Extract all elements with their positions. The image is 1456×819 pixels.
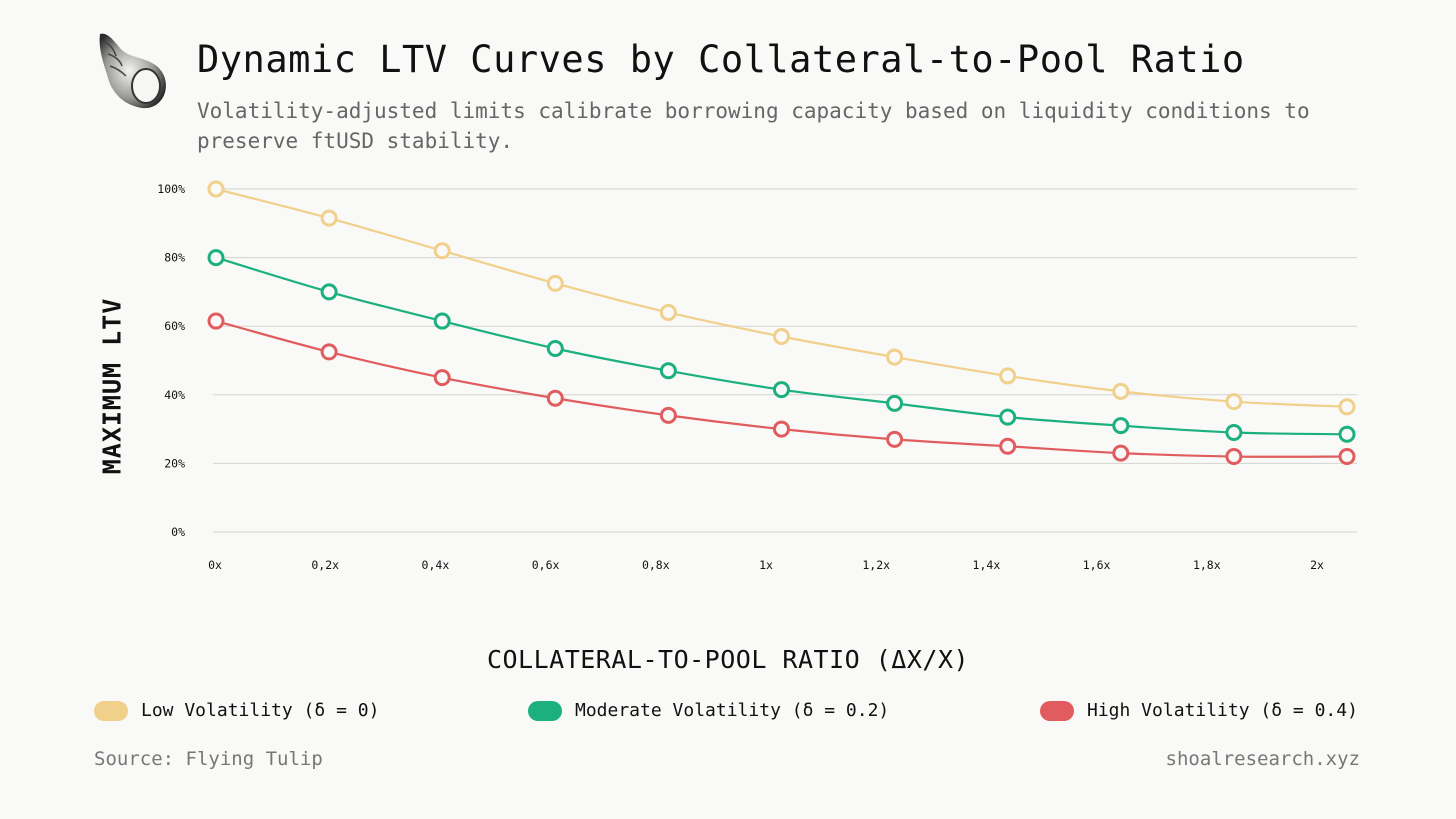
data-point-low xyxy=(546,274,564,292)
y-tick-label: 20% xyxy=(164,456,185,470)
legend: Low Volatility (δ = 0) Moderate Volatili… xyxy=(0,700,1456,726)
source-note: Source: Flying Tulip xyxy=(94,748,323,770)
series-line-low xyxy=(215,187,1348,408)
y-tick-label: 80% xyxy=(164,251,185,265)
x-tick-label: 0,2x xyxy=(311,558,339,572)
legend-label-low: Low Volatility (δ = 0) xyxy=(141,700,380,721)
data-point-moderate xyxy=(1338,425,1356,443)
data-point-high xyxy=(207,312,225,330)
series-points xyxy=(207,180,1356,466)
data-point-moderate xyxy=(320,283,338,301)
data-point-moderate xyxy=(773,381,790,399)
data-point-high xyxy=(773,420,790,438)
data-point-low xyxy=(1338,398,1356,416)
data-point-low xyxy=(886,348,904,366)
x-tick-label: 0,4x xyxy=(422,558,450,572)
series-lines xyxy=(215,187,1348,458)
y-tick-label: 60% xyxy=(164,319,185,333)
data-point-moderate xyxy=(546,339,564,357)
legend-item-moderate: Moderate Volatility (δ = 0.2) xyxy=(528,700,889,721)
data-point-high xyxy=(1225,448,1243,466)
data-point-moderate xyxy=(659,362,677,380)
data-point-moderate xyxy=(999,408,1017,426)
y-tick-label: 0% xyxy=(171,525,185,539)
chart-subtitle: Volatility-adjusted limits calibrate bor… xyxy=(197,99,1310,153)
x-tick-label: 1,6x xyxy=(1083,558,1111,572)
data-point-low xyxy=(659,303,677,321)
legend-swatch-low xyxy=(94,700,128,721)
data-point-low xyxy=(433,242,451,260)
data-point-high xyxy=(546,389,564,407)
data-point-low xyxy=(999,367,1017,385)
data-point-moderate xyxy=(886,394,904,412)
legend-item-high: High Volatility (δ = 0.4) xyxy=(1040,700,1358,721)
x-tick-label: 0x xyxy=(208,558,222,572)
x-tick-label: 1x xyxy=(759,558,773,572)
x-tick-label: 0,6x xyxy=(532,558,560,572)
data-point-moderate xyxy=(1225,424,1243,442)
data-point-low xyxy=(1225,393,1243,411)
legend-swatch-moderate xyxy=(528,700,562,721)
chart-title: Dynamic LTV Curves by Collateral-to-Pool… xyxy=(197,38,1245,81)
data-point-high xyxy=(1338,448,1356,466)
data-point-high xyxy=(1112,444,1130,462)
grid-lines xyxy=(213,188,1357,533)
data-point-moderate xyxy=(433,312,451,330)
legend-swatch-high xyxy=(1040,700,1074,721)
data-point-moderate xyxy=(1112,417,1130,435)
data-point-moderate xyxy=(207,249,225,267)
data-point-low xyxy=(320,209,338,227)
x-tick-label: 2x xyxy=(1310,558,1324,572)
data-point-high xyxy=(886,430,904,448)
x-tick-label: 1,4x xyxy=(973,558,1001,572)
y-tick-label: 100% xyxy=(157,182,185,196)
data-point-low xyxy=(773,327,790,345)
x-axis-ticks: 0x 0,2x 0,4x 0,6x 0,8x 1x 1,2x 1,4x 1,6x 1,8x 2x xyxy=(208,558,1324,572)
x-tick-label: 0,8x xyxy=(642,558,670,572)
legend-item-low: Low Volatility (δ = 0) xyxy=(94,700,379,721)
y-tick-label: 40% xyxy=(164,388,185,402)
x-tick-label: 1,2x xyxy=(862,558,890,572)
data-point-high xyxy=(659,406,677,424)
y-axis-title: MAXIMUM LTV xyxy=(97,297,127,475)
legend-label-moderate: Moderate Volatility (δ = 0.2) xyxy=(575,700,890,721)
y-axis-ticks: 0% 20% 40% 60% 80% 100% xyxy=(157,182,185,539)
data-point-high xyxy=(320,343,338,361)
legend-label-high: High Volatility (δ = 0.4) xyxy=(1087,700,1358,721)
data-point-low xyxy=(207,180,225,198)
site-url: shoalresearch.xyz xyxy=(1165,748,1360,770)
data-point-high xyxy=(433,369,451,387)
seashell-icon xyxy=(99,33,166,109)
x-axis-title: COLLATERAL-TO-POOL RATIO (ΔX/X) xyxy=(486,645,970,674)
data-point-low xyxy=(1112,382,1130,400)
series-line-moderate xyxy=(215,256,1348,436)
line-chart: 0% 20% 40% 60% 80% 100% 0x 0,2x 0,4x 0,6x 0,8x 1x 1… xyxy=(157,180,1357,572)
data-point-high xyxy=(999,437,1017,455)
x-tick-label: 1,8x xyxy=(1193,558,1221,572)
